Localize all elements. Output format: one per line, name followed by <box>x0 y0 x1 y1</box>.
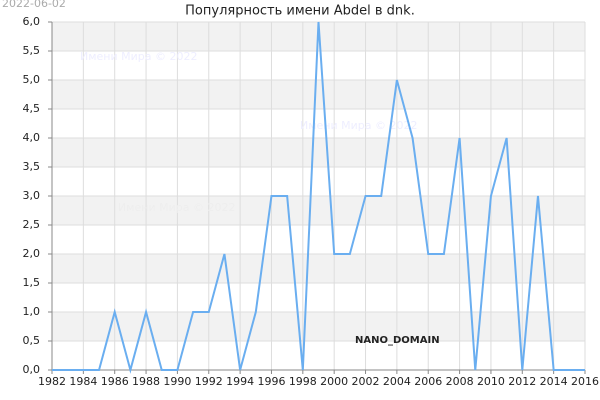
x-tick-label: 1992 <box>195 375 223 388</box>
x-tick-label: 1994 <box>226 375 254 388</box>
annotation: Имени Мира © 2022 <box>118 201 235 214</box>
annotation: Имени Мира © 2022 <box>300 119 417 132</box>
x-tick-label: 1996 <box>257 375 285 388</box>
x-tick-label: 2008 <box>446 375 474 388</box>
x-tick-label: 2006 <box>414 375 442 388</box>
annotation: 2022-06-02 <box>2 0 66 10</box>
y-tick-label: 5,5 <box>23 44 41 57</box>
line <box>52 21 585 374</box>
y-tick-label: 0,0 <box>23 363 41 376</box>
y-tick-label: 3,0 <box>23 189 41 202</box>
x-tick-label: 1982 <box>38 375 66 388</box>
x-tick-label: 2000 <box>320 375 348 388</box>
x-tick-label: 1984 <box>69 375 97 388</box>
y-tick-label: 3,5 <box>23 160 41 173</box>
grid-band <box>52 312 585 341</box>
x-tick-label: 2012 <box>508 375 536 388</box>
y-tick-label: 2,5 <box>23 218 41 231</box>
y-tick-label: 1,5 <box>23 276 41 289</box>
annotation: NANO_DOMAIN <box>355 335 440 346</box>
y-tick-label: 1,0 <box>23 305 41 318</box>
grid-band <box>52 80 585 109</box>
grid-band <box>52 254 585 283</box>
x-tick-label: 1986 <box>101 375 129 388</box>
x-tick-label: 1998 <box>289 375 317 388</box>
x-tick-label: 2016 <box>571 375 599 388</box>
x-tick-label: 2002 <box>352 375 380 388</box>
chart-title: Популярность имени Abdel в dnk. <box>185 4 415 19</box>
annotation: Имени Мира © 2022 <box>80 50 197 63</box>
x-tick-label: 2014 <box>540 375 568 388</box>
x-tick-label: 1988 <box>132 375 160 388</box>
y-tick-label: 0,5 <box>23 334 41 347</box>
grid-band <box>52 196 585 225</box>
y-tick-label: 2,0 <box>23 247 41 260</box>
y-tick-label: 4,5 <box>23 102 41 115</box>
y-tick-label: 5,0 <box>23 73 41 86</box>
x-tick-label: 2010 <box>477 375 505 388</box>
y-tick-label: 6,0 <box>23 15 41 28</box>
y-tick-label: 4,0 <box>23 131 41 144</box>
x-tick-label: 2004 <box>383 375 411 388</box>
x-tick-label: 1990 <box>163 375 191 388</box>
grid-band <box>52 138 585 167</box>
